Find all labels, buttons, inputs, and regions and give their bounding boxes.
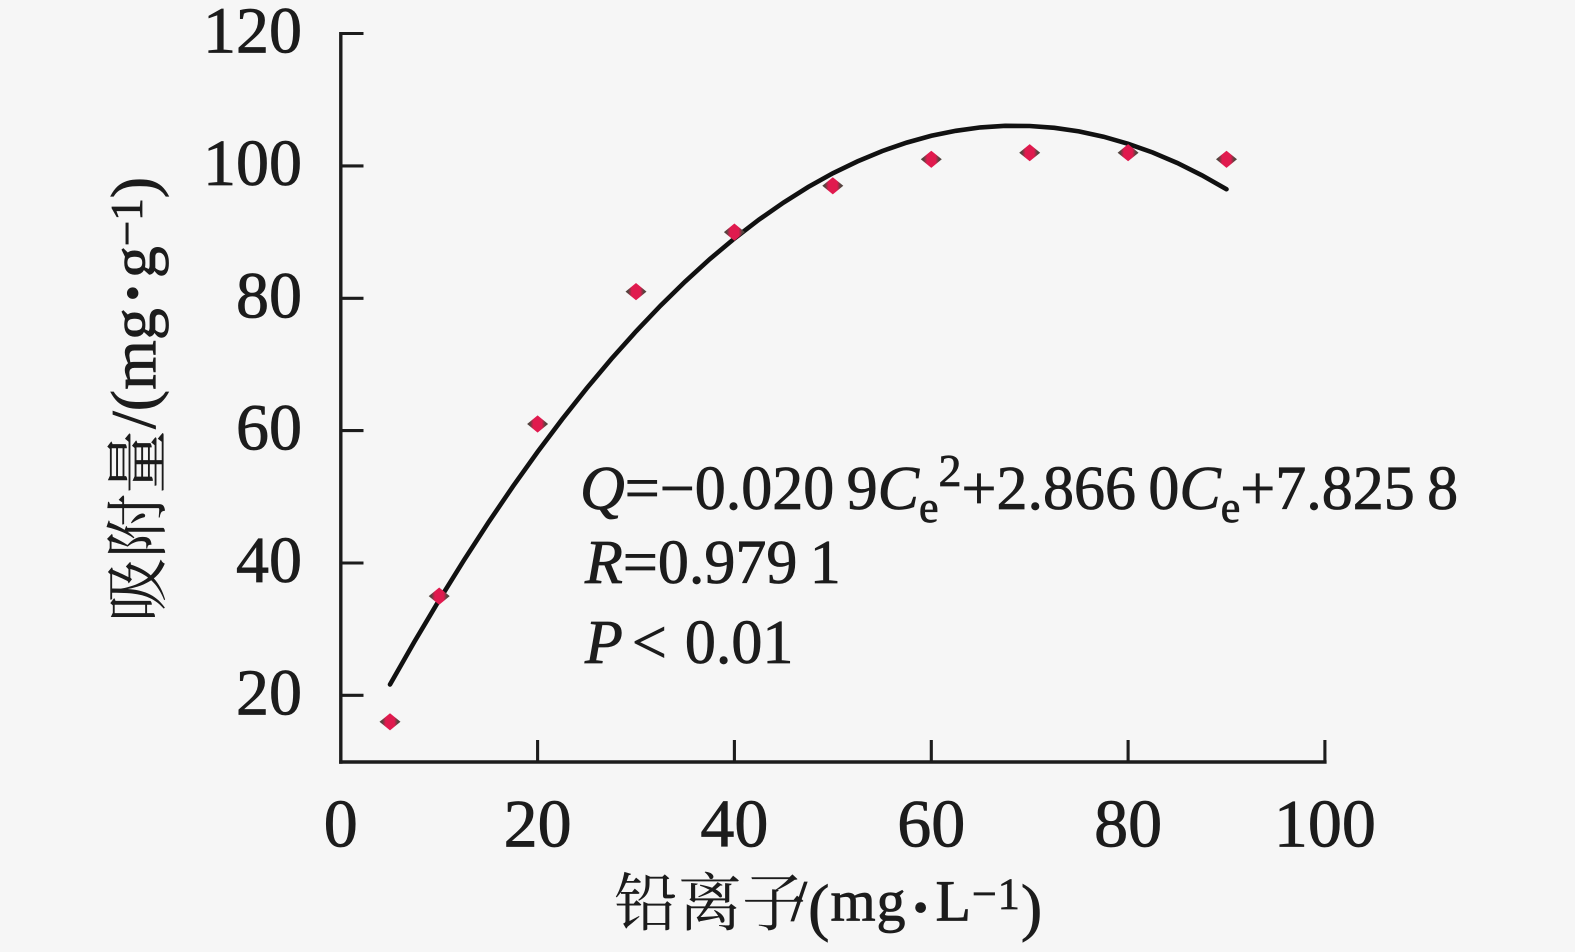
svg-text:40: 40: [236, 524, 302, 597]
svg-text:20: 20: [504, 786, 572, 862]
svg-text:20: 20: [236, 656, 302, 729]
svg-text:/(mg·L−1): /(mg·L−1): [791, 862, 1043, 948]
svg-text:60: 60: [897, 786, 965, 862]
svg-text:60: 60: [236, 392, 302, 465]
svg-text:P<0.01: P <0.01: [584, 609, 793, 677]
svg-text:100: 100: [1274, 786, 1376, 862]
svg-text:R=0.979 1: R=0.979 1: [584, 529, 841, 597]
svg-text:Q=−0.020 9Ce2+2.866 0Ce+7.825: Q=−0.020 9Ce2+2.866 0Ce+7.825 8: [580, 445, 1458, 532]
svg-text:40: 40: [700, 786, 768, 862]
svg-text:80: 80: [236, 259, 302, 332]
svg-text:0: 0: [324, 786, 358, 862]
svg-text:120: 120: [203, 0, 302, 68]
svg-text:100: 100: [203, 127, 302, 200]
svg-text:80: 80: [1094, 786, 1162, 862]
